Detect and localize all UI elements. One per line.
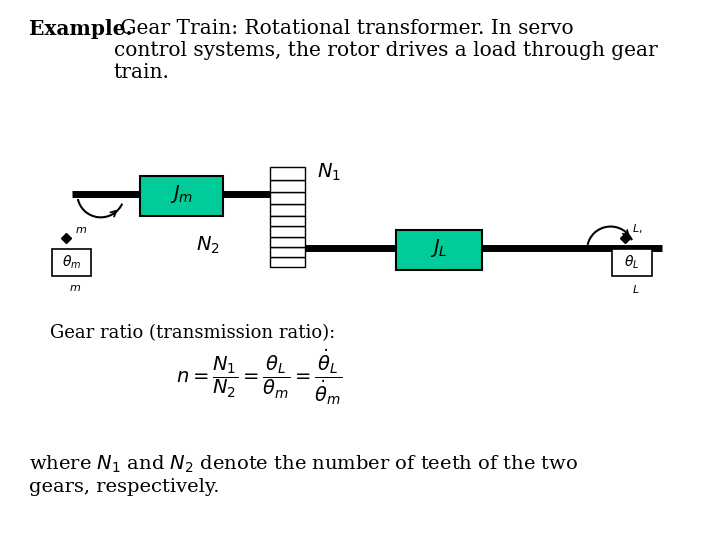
Text: Example.: Example.: [29, 19, 132, 39]
Bar: [52, 249, 91, 276]
Text: $L$: $L$: [631, 283, 639, 295]
Text: $\theta_m$: $\theta_m$: [62, 253, 81, 271]
Bar: [612, 249, 652, 276]
Text: $\theta_L$: $\theta_L$: [624, 253, 639, 271]
Text: $N_2$: $N_2$: [196, 235, 220, 256]
Bar: [270, 179, 305, 192]
Text: $m$: $m$: [75, 225, 87, 235]
Text: $J_m$: $J_m$: [170, 183, 194, 205]
Bar: [270, 167, 305, 179]
Text: Gear ratio (transmission ratio):: Gear ratio (transmission ratio):: [50, 324, 336, 342]
Bar: [270, 247, 305, 257]
Text: where $N_1$ and $N_2$ denote the number of teeth of the two
gears, respectively.: where $N_1$ and $N_2$ denote the number …: [29, 454, 578, 496]
Bar: [396, 230, 482, 270]
Text: $n = \dfrac{N_1}{N_2} = \dfrac{\theta_L}{\theta_m} = \dfrac{\dot{\theta}_L}{\dot: $n = \dfrac{N_1}{N_2} = \dfrac{\theta_L}…: [176, 347, 343, 407]
Bar: [140, 176, 223, 216]
Bar: [270, 216, 305, 226]
Text: $J_L$: $J_L$: [431, 237, 448, 259]
Bar: [270, 204, 305, 216]
Text: Gear Train: Rotational transformer. In servo
control systems, the rotor drives a: Gear Train: Rotational transformer. In s…: [114, 19, 657, 82]
Bar: [270, 192, 305, 204]
Bar: [270, 237, 305, 247]
Text: $N_1$: $N_1$: [317, 162, 341, 184]
Bar: [270, 257, 305, 267]
Text: $L,$: $L,$: [632, 222, 643, 235]
Bar: [270, 226, 305, 237]
Text: $m$: $m$: [69, 283, 81, 293]
